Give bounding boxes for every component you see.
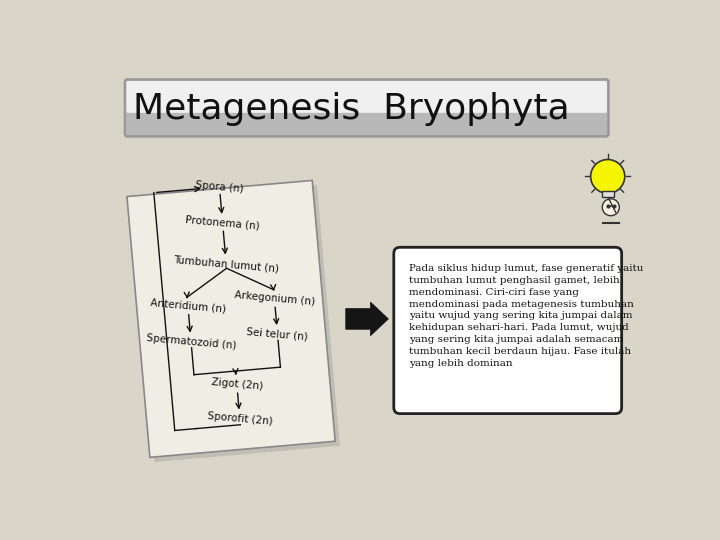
Text: Pada siklus hidup lumut, fase generatif yaitu
tumbuhan lumut penghasil gamet, le: Pada siklus hidup lumut, fase generatif … (409, 264, 644, 368)
Text: Anteridium (n): Anteridium (n) (150, 298, 226, 314)
Circle shape (590, 159, 625, 193)
FancyBboxPatch shape (132, 185, 340, 462)
Text: Sei telur (n): Sei telur (n) (246, 327, 309, 342)
Text: Metagenesis  Bryophyta: Metagenesis Bryophyta (133, 92, 570, 126)
Text: Spermatozoid (n): Spermatozoid (n) (145, 333, 236, 350)
Circle shape (602, 199, 619, 215)
FancyBboxPatch shape (601, 191, 614, 197)
Text: Tumbuhan lumut (n): Tumbuhan lumut (n) (173, 254, 279, 273)
FancyBboxPatch shape (394, 247, 621, 414)
Text: Arkegonium (n): Arkegonium (n) (233, 289, 315, 307)
Text: Zigot (2n): Zigot (2n) (210, 377, 263, 392)
FancyBboxPatch shape (127, 81, 607, 113)
FancyBboxPatch shape (125, 79, 608, 137)
FancyBboxPatch shape (127, 180, 336, 457)
Text: Spora (n): Spora (n) (195, 180, 244, 194)
Text: Protonema (n): Protonema (n) (185, 215, 260, 231)
Polygon shape (346, 302, 388, 336)
Text: Sporofit (2n): Sporofit (2n) (207, 411, 273, 427)
